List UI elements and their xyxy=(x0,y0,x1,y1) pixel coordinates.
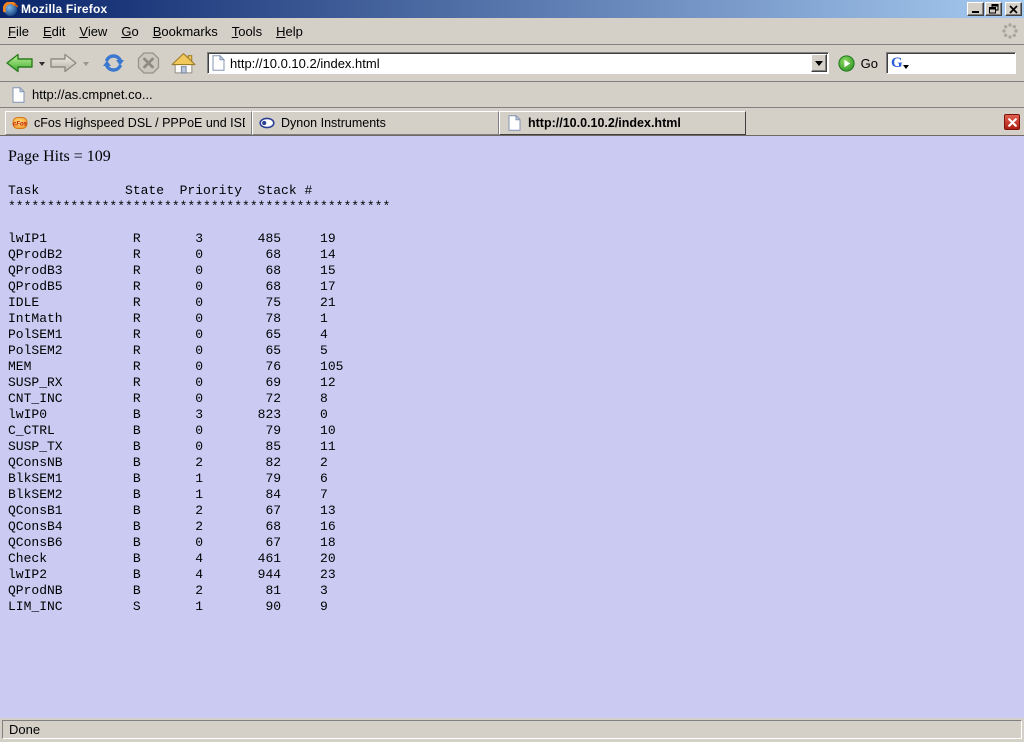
tab-close-button[interactable] xyxy=(1004,114,1020,130)
menu-bar: File Edit View Go Bookmarks Tools Help xyxy=(0,18,1024,45)
home-icon xyxy=(171,52,196,73)
table-header-row: Task State Priority Stack # xyxy=(8,183,313,198)
table-row: QConsB6 B 0 67 18 xyxy=(8,535,336,550)
back-dropdown-icon[interactable] xyxy=(39,62,45,69)
tab-label: Dynon Instruments xyxy=(281,116,386,130)
table-row: QProdB5 R 0 68 17 xyxy=(8,279,336,294)
stop-icon xyxy=(137,52,160,74)
navigation-toolbar: Go G xyxy=(0,45,1024,82)
status-bar: Done xyxy=(0,718,1024,742)
table-row: QConsB1 B 2 67 13 xyxy=(8,503,336,518)
google-icon[interactable]: G xyxy=(891,55,909,71)
table-row: lwIP0 B 3 823 0 xyxy=(8,407,328,422)
page-icon xyxy=(12,86,25,103)
dynon-icon xyxy=(259,115,275,131)
tab-label: http://10.0.10.2/index.html xyxy=(528,116,681,130)
forward-dropdown-icon[interactable] xyxy=(83,62,89,69)
page-icon xyxy=(506,115,522,131)
table-row: QProdNB B 2 81 3 xyxy=(8,583,328,598)
url-input[interactable] xyxy=(225,55,811,71)
restore-icon xyxy=(988,4,998,14)
minimize-button[interactable] xyxy=(967,2,984,16)
tab-label: cFos Highspeed DSL / PPPoE und ISDN CAP.… xyxy=(34,116,245,130)
page-hits-text: Page Hits = 109 xyxy=(8,148,111,165)
close-icon xyxy=(1007,117,1017,127)
back-icon xyxy=(6,53,33,73)
task-table: Task State Priority Stack # ************… xyxy=(8,183,1024,615)
table-row: C_CTRL B 0 79 10 xyxy=(8,423,336,438)
table-row: IDLE R 0 75 21 xyxy=(8,295,336,310)
go-button[interactable]: Go xyxy=(838,54,878,72)
table-row: QProdB2 R 0 68 14 xyxy=(8,247,336,262)
table-row: QConsNB B 2 82 2 xyxy=(8,455,328,470)
close-icon xyxy=(1009,5,1018,14)
forward-button[interactable] xyxy=(49,52,78,74)
menu-go[interactable]: Go xyxy=(121,23,139,39)
forward-icon xyxy=(50,53,77,73)
table-row: CNT_INC R 0 72 8 xyxy=(8,391,328,406)
page-content: Page Hits = 109 Task State Priority Stac… xyxy=(0,136,1024,718)
tab[interactable]: http://10.0.10.2/index.html xyxy=(499,111,746,135)
restore-button[interactable] xyxy=(985,2,1002,16)
table-row: lwIP1 R 3 485 19 xyxy=(8,231,336,246)
close-button[interactable] xyxy=(1005,2,1022,16)
search-box[interactable]: G xyxy=(886,52,1024,74)
menu-help[interactable]: Help xyxy=(276,23,303,39)
firefox-icon xyxy=(3,1,18,16)
chevron-down-icon xyxy=(902,64,909,72)
table-separator-row: ****************************************… xyxy=(8,199,391,214)
table-row: SUSP_TX B 0 85 11 xyxy=(8,439,336,454)
chevron-down-icon xyxy=(814,60,823,70)
table-row: SUSP_RX R 0 69 12 xyxy=(8,375,336,390)
table-row: lwIP2 B 4 944 23 xyxy=(8,567,336,582)
menu-view[interactable]: View xyxy=(79,23,108,39)
table-row: BlkSEM1 B 1 79 6 xyxy=(8,471,328,486)
search-input[interactable] xyxy=(911,54,1024,72)
cfos-icon: cFos xyxy=(12,115,28,131)
url-bar[interactable] xyxy=(207,52,829,74)
home-button[interactable] xyxy=(171,52,196,75)
reload-button[interactable] xyxy=(101,51,126,75)
go-icon xyxy=(838,54,855,72)
window-title: Mozilla Firefox xyxy=(21,2,108,16)
table-row: IntMath R 0 78 1 xyxy=(8,311,328,326)
table-row: BlkSEM2 B 1 84 7 xyxy=(8,487,328,502)
tab-bar: cFos cFos Highspeed DSL / PPPoE und ISDN … xyxy=(0,108,1024,136)
minimize-icon xyxy=(972,11,979,13)
tab[interactable]: Dynon Instruments xyxy=(252,111,499,135)
reload-icon xyxy=(103,54,124,72)
table-row: PolSEM2 R 0 65 5 xyxy=(8,343,328,358)
status-panel: Done xyxy=(2,720,1022,739)
bookmark-label: http://as.cmpnet.co... xyxy=(32,87,153,102)
svg-text:cFos: cFos xyxy=(13,121,28,127)
table-row: QConsB4 B 2 68 16 xyxy=(8,519,336,534)
status-text: Done xyxy=(9,722,41,737)
back-button[interactable] xyxy=(5,52,34,74)
tab[interactable]: cFos cFos Highspeed DSL / PPPoE und ISDN … xyxy=(5,111,252,135)
bookmarks-toolbar: http://as.cmpnet.co... xyxy=(0,82,1024,108)
bookmark-item[interactable]: http://as.cmpnet.co... xyxy=(6,85,159,105)
url-dropdown-button[interactable] xyxy=(810,54,827,72)
stop-button[interactable] xyxy=(136,51,161,75)
table-row: LIM_INC S 1 90 9 xyxy=(8,599,328,614)
menu-edit[interactable]: Edit xyxy=(42,23,66,39)
throbber-icon xyxy=(1002,23,1018,39)
table-row: QProdB3 R 0 68 15 xyxy=(8,263,336,278)
table-row: PolSEM1 R 0 65 4 xyxy=(8,327,328,342)
menu-file[interactable]: File xyxy=(8,23,29,39)
title-bar: Mozilla Firefox xyxy=(0,0,1024,18)
go-label: Go xyxy=(860,55,878,71)
page-icon xyxy=(212,55,225,71)
table-row: Check B 4 461 20 xyxy=(8,551,336,566)
menu-bookmarks[interactable]: Bookmarks xyxy=(152,23,218,39)
menu-tools[interactable]: Tools xyxy=(231,23,263,39)
table-row: MEM R 0 76 105 xyxy=(8,359,344,374)
